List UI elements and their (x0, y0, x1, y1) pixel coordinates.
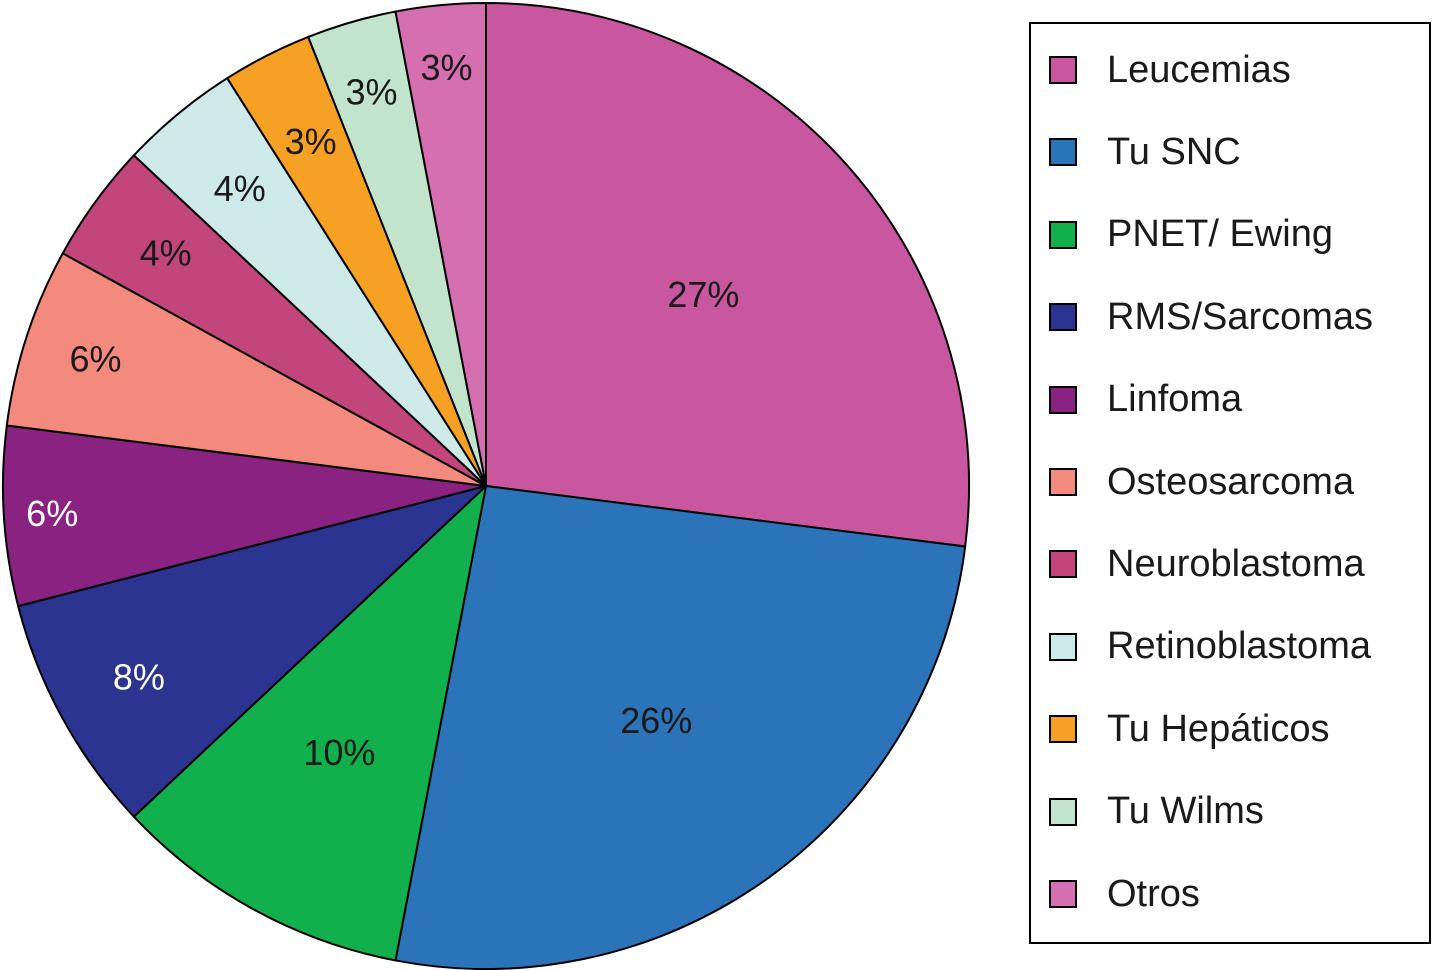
legend-label: Tu Hepáticos (1107, 707, 1330, 750)
legend-label: Neuroblastoma (1107, 542, 1365, 585)
legend-swatch (1049, 138, 1077, 167)
pie-slice-leucemias (485, 2, 970, 548)
legend-item-neuroblastoma: Neuroblastoma (1049, 542, 1365, 585)
legend-item-rms-sarcomas: RMS/Sarcomas (1049, 295, 1374, 338)
legend: Leucemias Tu SNC PNET/ Ewing RMS/Sarcomas Li… (1029, 22, 1431, 944)
legend-label: Tu Wilms (1107, 790, 1264, 833)
slice-label-osteosarcoma: 6% (69, 339, 121, 380)
pie-slice-tu-snc (394, 485, 967, 970)
legend-label: RMS/Sarcomas (1107, 295, 1374, 338)
legend-item-tu-wilms: Tu Wilms (1049, 790, 1264, 833)
slice-label-leucemias: 27% (667, 274, 739, 315)
slice-label-neuroblastoma: 4% (140, 233, 192, 274)
legend-swatch (1049, 303, 1077, 332)
legend-item-osteosarcoma: Osteosarcoma (1049, 460, 1355, 503)
pie-slice-labels: 27%26%10%8%6%6%4%4%3%3%3% (26, 47, 739, 773)
legend-item-tu-hep-ticos: Tu Hepáticos (1049, 707, 1330, 750)
legend-item-tu-snc: Tu SNC (1049, 130, 1241, 173)
legend-swatch (1049, 468, 1077, 496)
legend-swatch (1049, 632, 1077, 661)
legend-label: Leucemias (1107, 48, 1291, 91)
slice-label-otros: 3% (420, 47, 472, 88)
legend-label: PNET/ Ewing (1107, 213, 1333, 256)
legend-swatch (1049, 56, 1077, 84)
pie-slice-pnet-ewing (132, 485, 487, 962)
slice-label-linfoma: 6% (26, 493, 78, 534)
pie-slices (2, 2, 970, 970)
legend-swatch (1049, 715, 1077, 744)
legend-swatch (1049, 550, 1077, 579)
legend-item-linfoma: Linfoma (1049, 378, 1243, 421)
legend-label: Osteosarcoma (1107, 460, 1355, 503)
legend-label: Tu SNC (1107, 130, 1241, 173)
slice-label-tu-wilms: 3% (345, 71, 397, 112)
legend-swatch (1049, 880, 1077, 908)
legend-swatch (1049, 385, 1077, 414)
legend-item-leucemias: Leucemias (1049, 48, 1291, 91)
pie-slice-linfoma (2, 424, 487, 608)
legend-swatch (1049, 220, 1077, 249)
slice-label-tu-snc: 26% (620, 700, 692, 741)
pie-slice-rms-sarcomas (17, 485, 487, 818)
slice-label-tu-hep-ticos: 3% (285, 121, 337, 162)
legend-item-retinoblastoma: Retinoblastoma (1049, 625, 1372, 668)
slice-label-pnet-ewing: 10% (303, 732, 375, 773)
pie-chart: 27%26%10%8%6%6%4%4%3%3%3% (2, 2, 970, 970)
legend-swatch (1049, 797, 1077, 826)
legend-item-pnet-ewing: PNET/ Ewing (1049, 213, 1333, 256)
legend-label: Linfoma (1107, 378, 1243, 421)
pie-slice-otros (394, 2, 487, 487)
pie-slice-osteosarcoma (5, 252, 487, 487)
slice-label-rms-sarcomas: 8% (113, 656, 165, 697)
legend-item-otros: Otros (1049, 872, 1200, 915)
legend-label: Otros (1107, 872, 1200, 915)
slice-label-retinoblastoma: 4% (214, 168, 266, 209)
legend-label: Retinoblastoma (1107, 625, 1372, 668)
